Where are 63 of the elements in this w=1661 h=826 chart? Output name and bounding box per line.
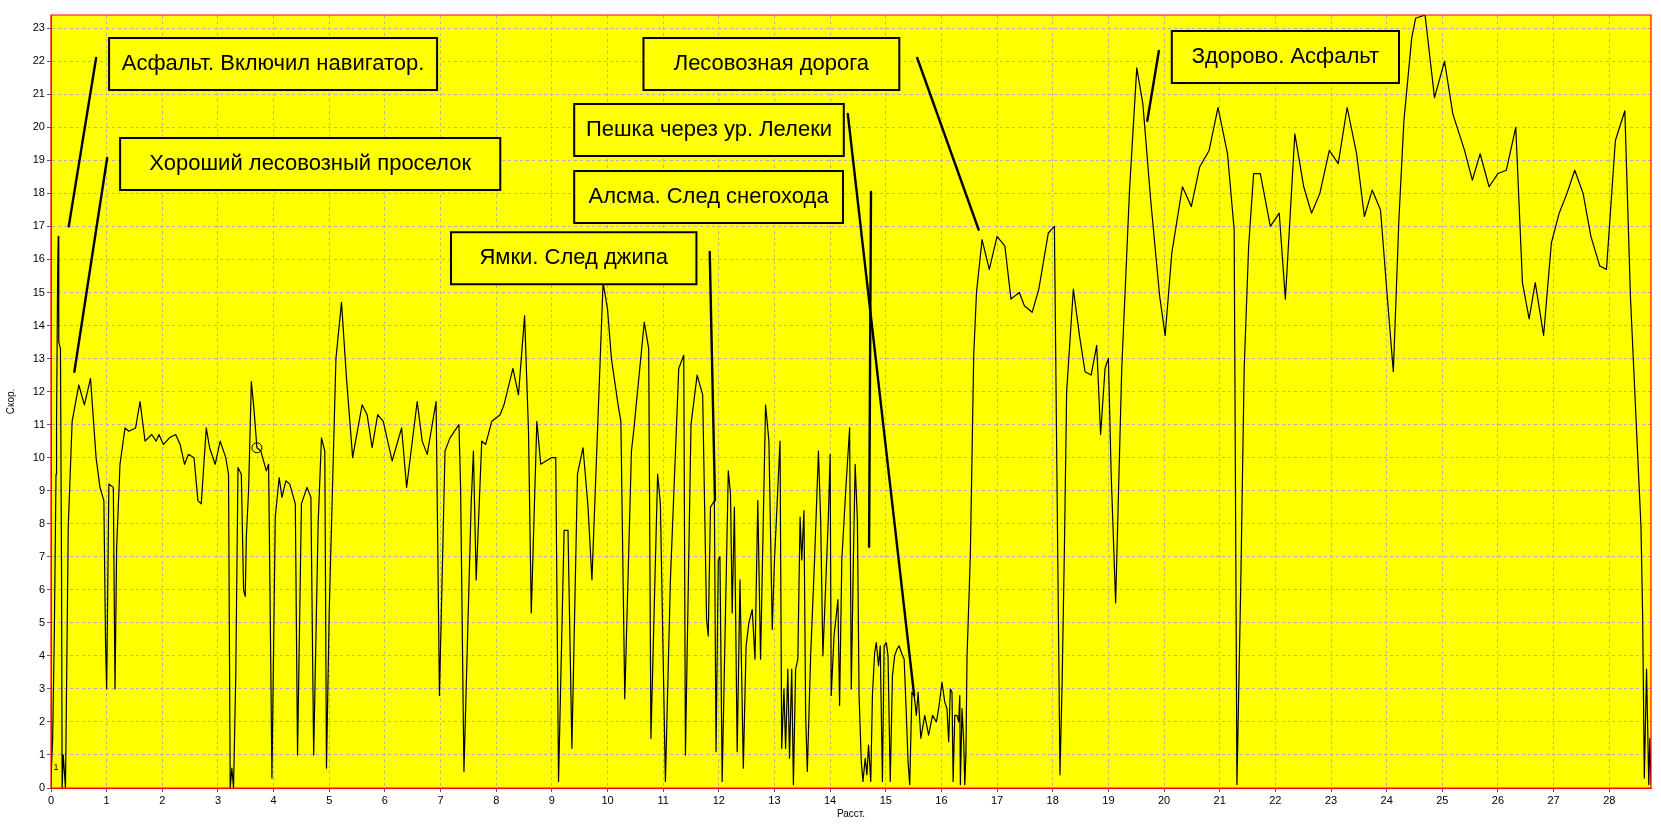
- x-tick-label: 25: [1436, 793, 1449, 806]
- x-tick-label: 16: [935, 793, 948, 806]
- x-tick-label: 0: [47, 793, 55, 806]
- x-tick-label: 12: [712, 793, 725, 806]
- x-tick-label: 27: [1547, 793, 1560, 806]
- y-tick-label: 10: [32, 450, 45, 463]
- annotation: Здорово. Асфальт: [1191, 43, 1380, 69]
- annotation: Ямки. След джипа: [479, 244, 669, 270]
- annotation: Хороший лесовозный проселок: [149, 149, 472, 175]
- y-tick-label: 13: [32, 351, 45, 364]
- x-tick-label: 2: [159, 793, 166, 806]
- x-tick-label: 21: [1213, 793, 1226, 806]
- y-tick-label: 19: [32, 153, 45, 166]
- x-tick-label: 13: [768, 793, 781, 806]
- y-tick-label: 1: [38, 748, 45, 760]
- y-tick-label: 3: [38, 681, 45, 694]
- x-tick-label: 9: [548, 793, 555, 806]
- annotation: Асфальт. Включил навигатор.: [121, 50, 425, 76]
- x-tick-label: 18: [1046, 793, 1059, 806]
- x-tick-label: 17: [990, 793, 1004, 806]
- y-tick-label: 7: [38, 549, 45, 562]
- annotation: Лесовозная дорога: [673, 50, 870, 76]
- y-axis-title: Скор.: [4, 388, 16, 415]
- y-tick-label: 23: [32, 21, 45, 34]
- annotation: Алсма. След снегохода: [588, 183, 830, 209]
- y-tick-label: 17: [32, 219, 45, 232]
- annotation: Пешка через ур. Лелеки: [585, 116, 833, 142]
- y-tick-label: 15: [32, 285, 45, 298]
- y-tick-label: 20: [32, 120, 45, 133]
- y-tick-label: 18: [32, 186, 45, 199]
- x-tick-label: 11: [657, 793, 669, 806]
- y-tick-label: 14: [32, 318, 45, 331]
- x-tick-label: 1: [103, 793, 110, 806]
- x-tick-label: 23: [1324, 793, 1338, 806]
- y-tick-label: 22: [32, 54, 45, 67]
- x-tick-label: 24: [1380, 793, 1393, 806]
- annotation: 1: [53, 761, 59, 772]
- x-tick-label: 26: [1491, 793, 1505, 806]
- x-tick-label: 15: [879, 793, 892, 806]
- x-tick-label: 5: [326, 793, 333, 806]
- y-tick-label: 11: [33, 417, 45, 430]
- x-tick-label: 7: [437, 793, 444, 806]
- x-tick-label: 22: [1269, 793, 1282, 806]
- x-tick-label: 3: [214, 793, 222, 806]
- y-tick-label: 8: [38, 516, 45, 529]
- y-tick-label: 4: [38, 648, 45, 661]
- y-tick-label: 5: [38, 615, 45, 628]
- x-tick-label: 19: [1102, 793, 1115, 806]
- y-tick-label: 0: [38, 781, 45, 794]
- x-tick-label: 4: [270, 793, 277, 806]
- y-tick-label: 12: [32, 384, 45, 397]
- y-tick-label: 9: [38, 483, 45, 496]
- x-tick-label: 28: [1603, 793, 1616, 806]
- x-tick-label: 6: [381, 793, 388, 806]
- x-axis-title: Расст.: [836, 807, 866, 819]
- x-tick-label: 10: [601, 793, 614, 806]
- y-tick-label: 2: [38, 714, 45, 727]
- x-tick-label: 8: [493, 793, 500, 806]
- x-tick-label: 14: [824, 793, 837, 806]
- y-tick-label: 6: [38, 582, 45, 595]
- x-tick-label: 20: [1157, 793, 1171, 806]
- y-tick-label: 16: [32, 252, 45, 265]
- y-tick-label: 21: [32, 87, 45, 100]
